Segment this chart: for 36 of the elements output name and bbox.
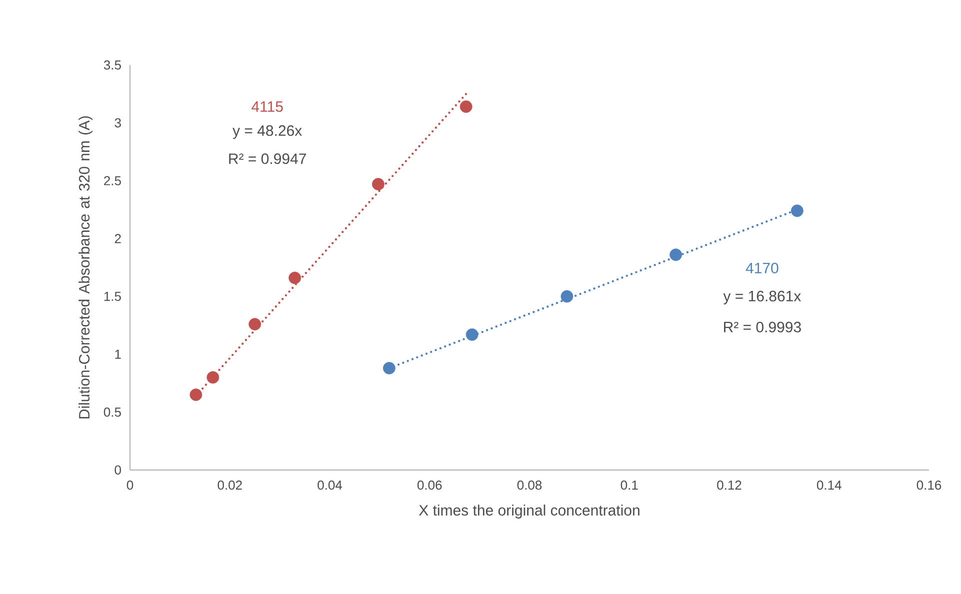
annotation: R² = 0.9993 bbox=[724, 322, 801, 332]
y-tick-label: 3 bbox=[114, 118, 121, 128]
annotation: y = 16.861x bbox=[723, 290, 802, 304]
y-tick-label: 0 bbox=[114, 465, 121, 475]
point bbox=[372, 178, 384, 190]
x-tick-label: 0.14 bbox=[816, 480, 842, 490]
point bbox=[790, 204, 804, 217]
x-tick-label: 0.06 bbox=[417, 480, 442, 490]
point bbox=[288, 272, 301, 284]
x-tick-label: 0 bbox=[126, 480, 134, 490]
annotation: R² = 0.9947 bbox=[229, 153, 306, 164]
point bbox=[206, 371, 220, 384]
y-tick-label: 3.5 bbox=[104, 60, 121, 70]
point bbox=[560, 290, 574, 303]
point bbox=[248, 318, 262, 330]
text: 4115 bbox=[252, 101, 283, 112]
x-tick-label: 0.04 bbox=[318, 480, 342, 490]
point bbox=[460, 100, 472, 113]
y-axis-title: Dilution-Corrected Absorbance at 320 nm (A) bbox=[78, 116, 93, 418]
point bbox=[190, 388, 202, 401]
y-tick-label: 2.5 bbox=[104, 176, 121, 186]
annotation: y = 48.26x bbox=[232, 125, 302, 139]
x-axis-title: X times the original concentration bbox=[418, 504, 640, 519]
y-tick-label: 1 bbox=[115, 350, 121, 359]
x-tick-label: 0.02 bbox=[218, 480, 242, 490]
x-tick-label: 0.16 bbox=[916, 480, 942, 490]
y-tick-label: 1.5 bbox=[104, 292, 121, 301]
x-tick-label: 0.12 bbox=[717, 480, 742, 490]
point bbox=[466, 328, 478, 341]
text: 4170 bbox=[746, 262, 778, 274]
y-tick-label: 0.5 bbox=[104, 408, 121, 417]
point bbox=[382, 362, 396, 374]
point bbox=[670, 248, 682, 261]
x-tick-label: 0.1 bbox=[620, 480, 638, 490]
x-tick-label: 0.08 bbox=[517, 480, 542, 490]
y-tick-label: 2 bbox=[114, 234, 121, 244]
